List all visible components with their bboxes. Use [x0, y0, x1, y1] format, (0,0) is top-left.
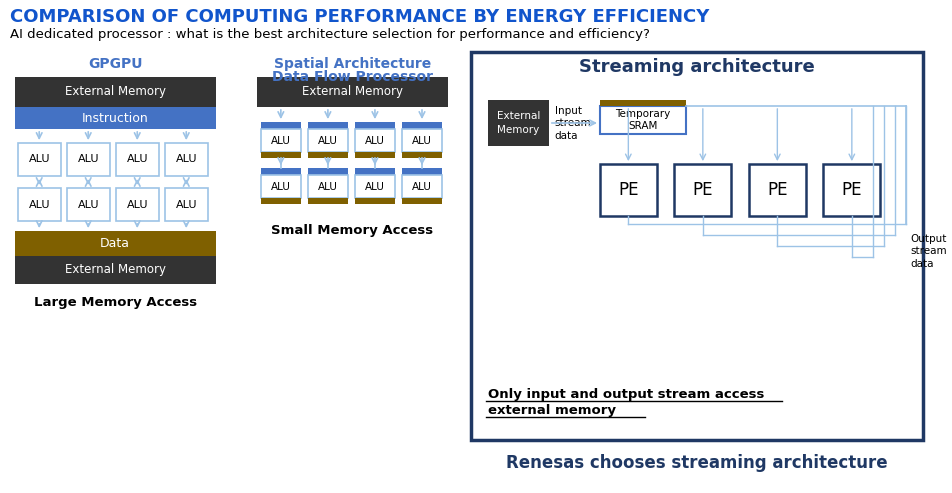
Bar — [14, 107, 216, 129]
Bar — [261, 175, 301, 198]
Bar — [355, 122, 395, 129]
Text: Renesas chooses streaming architecture: Renesas chooses streaming architecture — [506, 454, 888, 472]
Text: Only input and output stream access: Only input and output stream access — [488, 388, 764, 401]
Text: ALU: ALU — [365, 181, 385, 191]
Bar — [261, 152, 301, 158]
Bar — [600, 164, 657, 216]
Bar — [257, 77, 448, 107]
Bar — [470, 52, 923, 440]
Bar — [14, 231, 216, 256]
Bar — [67, 188, 109, 221]
Text: PE: PE — [842, 181, 863, 199]
Text: GPGPU: GPGPU — [88, 57, 143, 71]
Text: Instruction: Instruction — [82, 111, 149, 125]
Bar — [18, 143, 61, 176]
Bar — [165, 188, 208, 221]
Text: ALU: ALU — [127, 154, 148, 165]
Bar — [307, 122, 348, 129]
Bar — [18, 188, 61, 221]
Bar — [402, 175, 442, 198]
Bar — [307, 175, 348, 198]
Bar — [402, 152, 442, 158]
Text: Data Flow Processor: Data Flow Processor — [272, 70, 433, 84]
Bar — [600, 106, 686, 134]
Bar — [355, 168, 395, 175]
Text: Data: Data — [100, 237, 130, 250]
Text: ALU: ALU — [29, 154, 50, 165]
Bar — [355, 175, 395, 198]
Text: PE: PE — [693, 181, 713, 199]
Text: Input
stream
data: Input stream data — [555, 106, 591, 141]
Text: ALU: ALU — [29, 200, 50, 210]
Text: ALU: ALU — [77, 200, 99, 210]
Bar — [116, 188, 159, 221]
Text: ALU: ALU — [412, 181, 432, 191]
Bar — [261, 198, 301, 204]
Bar — [307, 168, 348, 175]
Text: Temporary
SRAM: Temporary SRAM — [615, 109, 670, 131]
Bar — [402, 198, 442, 204]
Bar — [307, 152, 348, 158]
Bar — [261, 168, 301, 175]
Bar — [261, 129, 301, 152]
Text: ALU: ALU — [271, 181, 290, 191]
Text: PE: PE — [767, 181, 787, 199]
Text: ALU: ALU — [271, 136, 290, 145]
Bar — [307, 129, 348, 152]
Bar — [355, 152, 395, 158]
Bar — [402, 122, 442, 129]
Bar — [14, 77, 216, 107]
Text: external memory: external memory — [488, 404, 616, 417]
Text: Large Memory Access: Large Memory Access — [33, 296, 197, 309]
Bar — [165, 143, 208, 176]
Bar — [67, 143, 109, 176]
Text: ALU: ALU — [175, 200, 197, 210]
Text: Spatial Architecture: Spatial Architecture — [274, 57, 431, 71]
Text: Streaming architecture: Streaming architecture — [579, 58, 815, 76]
Bar — [402, 168, 442, 175]
Bar — [749, 164, 805, 216]
Bar — [116, 143, 159, 176]
Text: ALU: ALU — [412, 136, 432, 145]
Text: ALU: ALU — [318, 181, 338, 191]
Text: External
Memory: External Memory — [497, 111, 540, 135]
Text: AI dedicated processor : what is the best architecture selection for performance: AI dedicated processor : what is the bes… — [10, 28, 649, 41]
Text: Small Memory Access: Small Memory Access — [271, 224, 433, 237]
Bar — [488, 100, 549, 146]
Bar — [261, 122, 301, 129]
Bar — [14, 256, 216, 284]
Text: COMPARISON OF COMPUTING PERFORMANCE BY ENERGY EFFICIENCY: COMPARISON OF COMPUTING PERFORMANCE BY E… — [10, 8, 709, 26]
Bar — [355, 198, 395, 204]
Text: External Memory: External Memory — [65, 85, 166, 99]
Bar — [355, 129, 395, 152]
Bar — [823, 164, 881, 216]
Text: ALU: ALU — [77, 154, 99, 165]
Text: ALU: ALU — [365, 136, 385, 145]
Text: Output
stream
data: Output stream data — [911, 234, 947, 269]
Bar — [674, 164, 731, 216]
Bar — [402, 129, 442, 152]
Bar — [600, 100, 686, 106]
Text: ALU: ALU — [318, 136, 338, 145]
Bar — [307, 198, 348, 204]
Text: External Memory: External Memory — [65, 263, 166, 277]
Text: PE: PE — [618, 181, 639, 199]
Text: ALU: ALU — [127, 200, 148, 210]
Text: External Memory: External Memory — [302, 85, 403, 99]
Text: ALU: ALU — [175, 154, 197, 165]
